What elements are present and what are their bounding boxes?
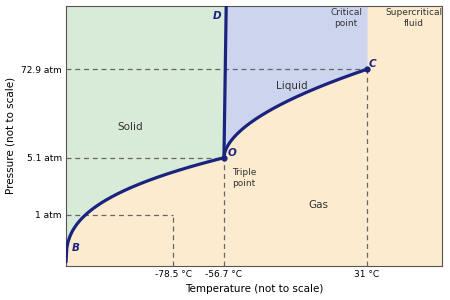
Polygon shape [66, 6, 226, 266]
Text: Supercritical
fluid: Supercritical fluid [385, 8, 442, 28]
Text: O: O [228, 148, 237, 158]
Y-axis label: Pressure (not to scale): Pressure (not to scale) [5, 77, 16, 194]
Text: D: D [213, 11, 221, 21]
Text: Gas: Gas [308, 200, 328, 211]
Text: Triple
point: Triple point [232, 168, 256, 188]
Text: Liquid: Liquid [276, 81, 307, 91]
Text: B: B [72, 243, 80, 254]
Text: C: C [369, 59, 376, 69]
Text: Solid: Solid [117, 122, 143, 132]
X-axis label: Temperature (not to scale): Temperature (not to scale) [185, 284, 323, 294]
Polygon shape [224, 6, 367, 158]
Text: Critical
point: Critical point [330, 8, 362, 28]
